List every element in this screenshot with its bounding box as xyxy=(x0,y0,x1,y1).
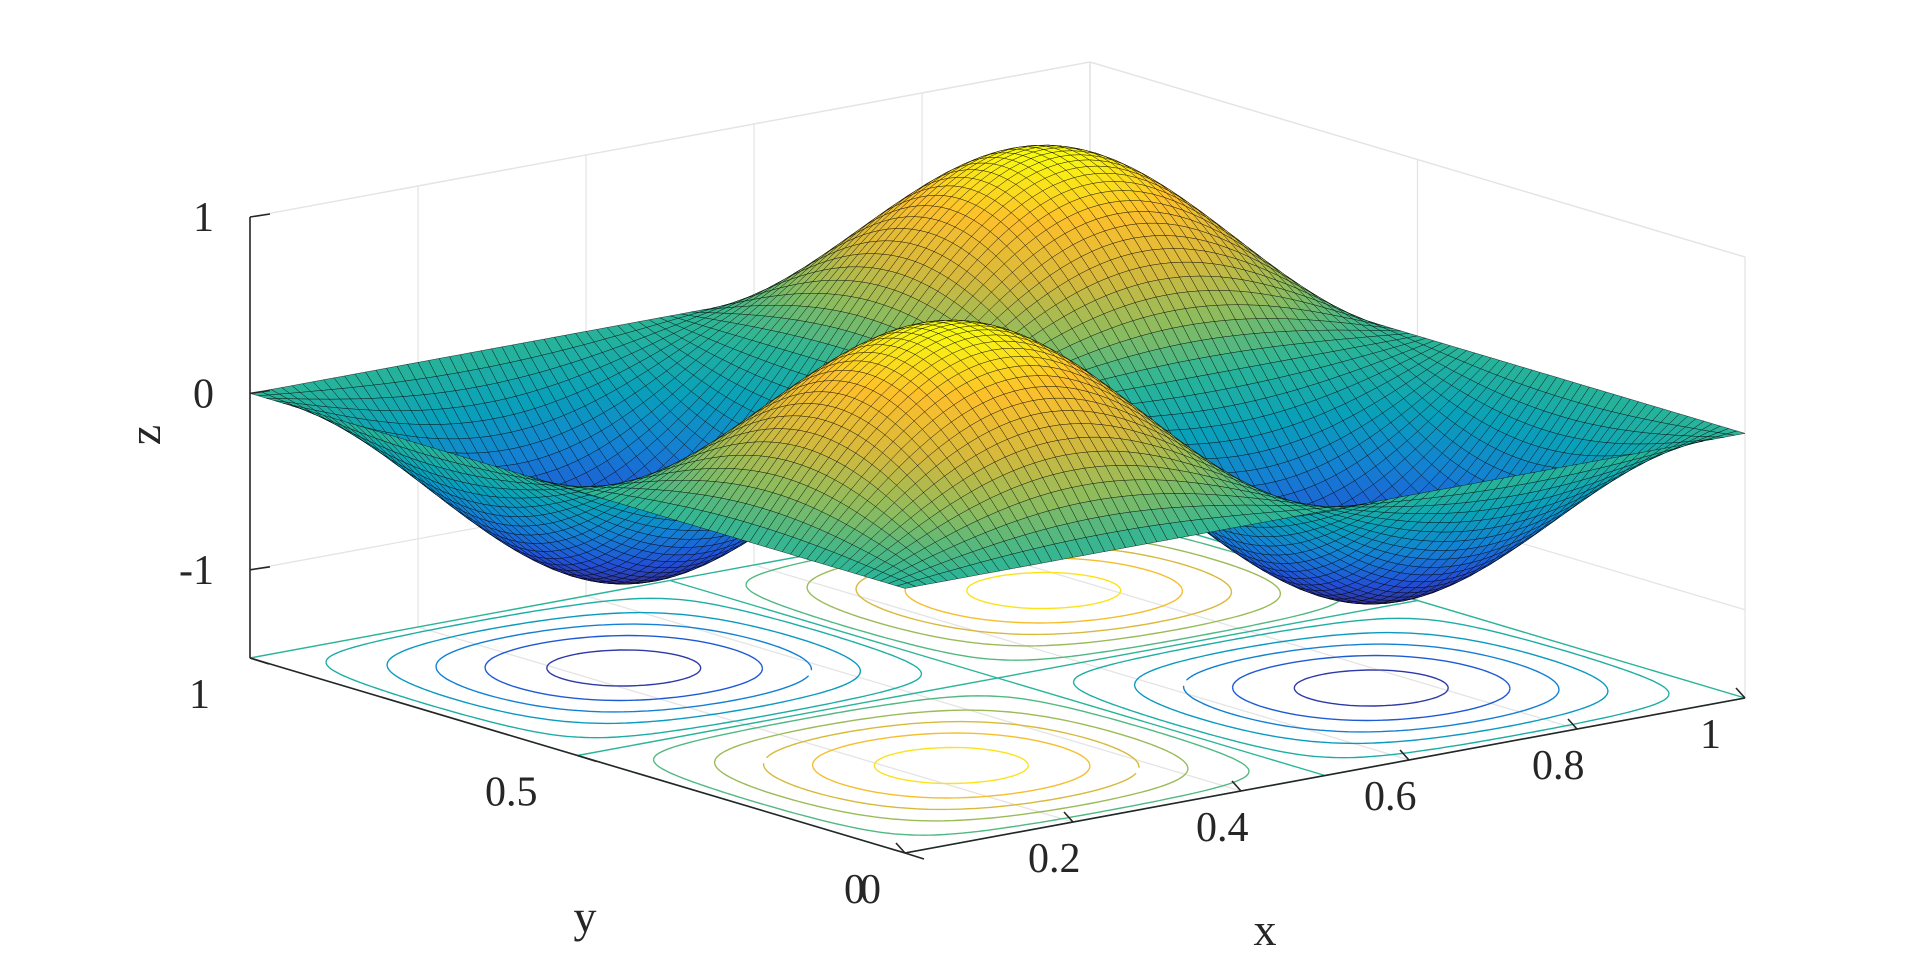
pane-edge xyxy=(1089,61,1746,258)
contour-line xyxy=(435,623,1560,733)
contour-line xyxy=(386,611,1609,745)
contour-line xyxy=(577,579,1418,777)
pane-edge xyxy=(249,61,1091,218)
contour-line xyxy=(484,634,1511,722)
contour-line xyxy=(546,649,1449,707)
contour-line xyxy=(325,597,1670,759)
contour-line xyxy=(873,571,1122,785)
surface-mesh xyxy=(249,144,1746,605)
